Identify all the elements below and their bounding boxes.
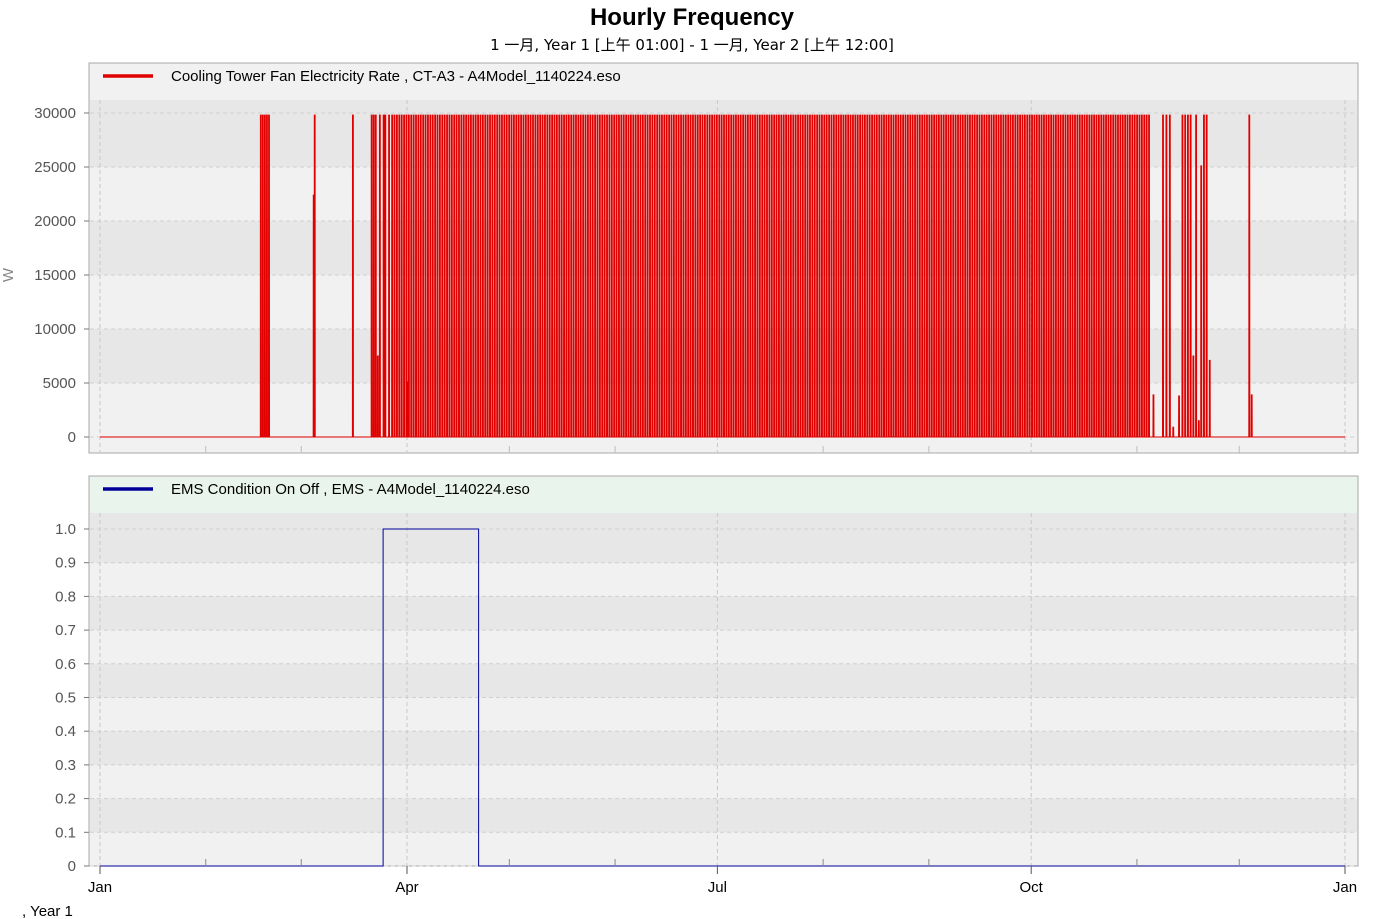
chart-subtitle: 1 一月, Year 1 [上午 01:00] - 1 一月, Year 2 [… (490, 36, 894, 54)
y-tick-label: 10000 (34, 321, 76, 338)
grid-band (90, 513, 1357, 529)
grid-band (90, 100, 1357, 113)
grid-band (90, 529, 1357, 563)
y-tick-label: 0.6 (55, 656, 76, 673)
y-tick-label: 1.0 (55, 521, 76, 538)
series-line (100, 114, 1345, 438)
x-tick-label: Jul (708, 879, 727, 896)
y-tick-label: 20000 (34, 213, 76, 230)
y-tick-label: 0.7 (55, 622, 76, 639)
y-tick-label: 5000 (43, 375, 76, 392)
x-tick-label: Jan (1333, 879, 1357, 896)
y-tick-label: 0.5 (55, 690, 76, 707)
y-tick-label: 0.8 (55, 588, 76, 605)
y-tick-label: 0.3 (55, 757, 76, 774)
legend-entry: Cooling Tower Fan Electricity Rate , CT-… (171, 68, 621, 85)
series-line (100, 528, 1345, 867)
y-tick-label: 0.2 (55, 791, 76, 808)
footer-label: , Year 1 (22, 903, 73, 919)
chart-title: Hourly Frequency (590, 4, 795, 31)
panel-ems: 0 0.1 0.2 0.3 0.4 0.5 0.6 0.7 0.8 0.9 1.0 EMS Condi… (55, 475, 1359, 875)
legend-entry: EMS Condition On Off , EMS - A4Model_114… (171, 481, 530, 498)
grid-band (90, 731, 1357, 765)
panel-electricity: 0 5000 10000 15000 20000 25000 30000 W Cooling T… (0, 62, 1359, 454)
grid-band (90, 798, 1357, 833)
x-tick-label: Oct (1020, 879, 1044, 896)
y-tick-label: 25000 (34, 159, 76, 176)
y-tick-label: 0 (68, 429, 76, 446)
grid-band (90, 663, 1357, 698)
y-tick-label: 15000 (34, 267, 76, 284)
x-axis: Jan Apr Jul Oct Jan (88, 446, 1357, 896)
grid-band (90, 596, 1357, 631)
y-tick-label: 0.4 (55, 723, 76, 740)
x-tick-label: Apr (395, 879, 418, 896)
x-tick-label: Jan (88, 879, 112, 896)
legend-background (90, 477, 1357, 513)
y-tick-label: 0.9 (55, 555, 76, 572)
y-tick-label: 30000 (34, 105, 76, 122)
y-axis-label: W (0, 267, 17, 282)
y-tick-label: 0.1 (55, 824, 76, 841)
y-tick-label: 0 (68, 858, 76, 875)
